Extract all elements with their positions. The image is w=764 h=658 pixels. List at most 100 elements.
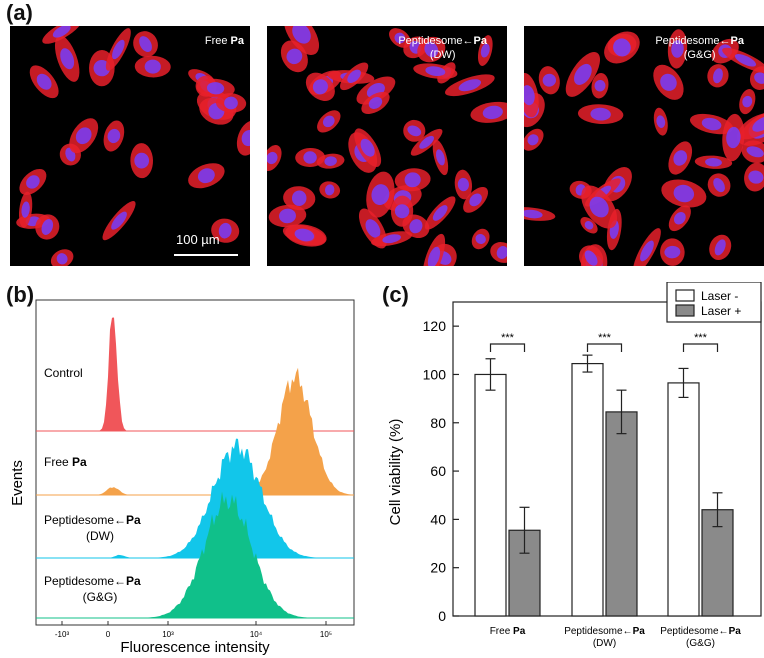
cell bbox=[707, 173, 731, 197]
cell bbox=[653, 107, 668, 136]
y-axis-label: Events bbox=[9, 460, 26, 506]
cell-nucleus bbox=[139, 36, 152, 53]
cell bbox=[236, 120, 250, 156]
cell bbox=[295, 147, 326, 167]
category-label: Peptidesome←Pa bbox=[564, 626, 645, 637]
cell bbox=[424, 196, 456, 230]
cell bbox=[445, 74, 495, 97]
cell-nucleus bbox=[322, 115, 335, 128]
cell-nucleus bbox=[714, 239, 726, 256]
cell bbox=[463, 186, 489, 213]
cell-nucleus bbox=[286, 48, 303, 65]
cell-nucleus bbox=[656, 115, 666, 128]
cell-nucleus bbox=[424, 41, 439, 58]
cell bbox=[50, 249, 74, 266]
cell-nucleus bbox=[419, 135, 434, 149]
category-label: Peptidesome←Pa bbox=[660, 626, 741, 637]
scale-bar-label: 100 µm bbox=[176, 232, 220, 247]
cell-nucleus bbox=[542, 73, 556, 87]
cell-nucleus bbox=[26, 175, 40, 189]
cell bbox=[133, 31, 158, 58]
cell-nucleus bbox=[267, 151, 278, 165]
cell-image bbox=[267, 26, 507, 266]
cell-nucleus bbox=[584, 221, 594, 230]
cell-nucleus bbox=[41, 219, 54, 235]
cell-nucleus bbox=[409, 219, 423, 234]
cell-nucleus bbox=[347, 69, 361, 84]
micrograph-label: Peptidesome←Pa (G&G) bbox=[655, 35, 744, 61]
y-tick-label: 100 bbox=[423, 366, 447, 382]
cell bbox=[354, 128, 382, 168]
cell-nucleus bbox=[435, 149, 445, 166]
cell bbox=[538, 66, 560, 95]
cell-nucleus bbox=[746, 146, 764, 158]
cell bbox=[565, 51, 601, 97]
cell bbox=[130, 143, 154, 179]
cell-nucleus bbox=[394, 32, 406, 44]
category-sublabel: (G&G) bbox=[686, 638, 715, 649]
cell bbox=[744, 162, 764, 192]
cell-nucleus bbox=[574, 63, 592, 85]
cell bbox=[661, 179, 707, 208]
cell bbox=[524, 72, 539, 118]
bar-laser-plus bbox=[701, 509, 734, 617]
cell-nucleus bbox=[75, 127, 92, 145]
cell bbox=[268, 204, 307, 228]
cell bbox=[579, 245, 604, 266]
cell-nucleus bbox=[527, 134, 539, 146]
cell-image bbox=[16, 26, 250, 266]
bar-laser-plus bbox=[605, 411, 638, 617]
cell bbox=[134, 55, 171, 78]
cell bbox=[394, 168, 431, 192]
cell-nucleus bbox=[482, 105, 503, 120]
cell bbox=[280, 40, 308, 73]
cell bbox=[477, 35, 493, 66]
cell-nucleus bbox=[427, 246, 441, 266]
y-tick-label: 0 bbox=[438, 608, 446, 624]
legend-swatch-laser-minus bbox=[675, 289, 695, 302]
cell-nucleus bbox=[241, 129, 250, 147]
legend: Laser - Laser + bbox=[666, 282, 762, 323]
cell bbox=[196, 78, 235, 98]
histogram-2 bbox=[36, 438, 354, 558]
x-tick-label: 0 bbox=[106, 630, 111, 639]
cell-nucleus bbox=[60, 48, 75, 70]
cell-nucleus bbox=[457, 177, 469, 192]
cell bbox=[105, 28, 131, 71]
cell bbox=[340, 62, 369, 91]
y-tick-label: 40 bbox=[430, 511, 446, 527]
cell bbox=[739, 89, 756, 115]
category-sublabel: (DW) bbox=[593, 638, 616, 649]
micrograph-peptidesome-dw: Peptidesome←Pa (DW) bbox=[267, 26, 507, 266]
cell bbox=[403, 119, 426, 142]
cell bbox=[577, 104, 624, 125]
cell-nucleus bbox=[673, 150, 688, 166]
cell-nucleus bbox=[112, 39, 125, 60]
x-tick-label: 10⁵ bbox=[320, 630, 332, 639]
cell bbox=[317, 110, 341, 133]
cell-nucleus bbox=[111, 211, 127, 230]
significance-marker: *** bbox=[694, 332, 708, 344]
cell-nucleus bbox=[475, 234, 486, 244]
cell bbox=[524, 128, 544, 151]
category-labels: Free Pa Peptidesome←Pa(DW)Peptidesome←Pa(… bbox=[490, 626, 742, 649]
cell-nucleus bbox=[425, 66, 446, 77]
cell bbox=[709, 234, 732, 261]
micrograph-free-pa: Free Pa 100 µm bbox=[10, 26, 250, 266]
plot-frame bbox=[35, 299, 355, 626]
sample-label-sub: (G&G) bbox=[83, 590, 118, 604]
cell bbox=[19, 191, 33, 228]
cell bbox=[371, 231, 413, 247]
cell-nucleus bbox=[360, 138, 375, 157]
cell bbox=[689, 113, 734, 135]
cell-nucleus bbox=[21, 201, 30, 218]
significance-marker: *** bbox=[598, 332, 612, 344]
scale-bar bbox=[174, 254, 238, 256]
cell bbox=[103, 120, 125, 152]
cell bbox=[591, 73, 609, 99]
cell bbox=[471, 228, 490, 250]
cell-nucleus bbox=[312, 79, 328, 95]
bar-laser-minus bbox=[571, 362, 604, 617]
cell-nucleus bbox=[673, 212, 686, 225]
panel-c-letter: (c) bbox=[382, 282, 409, 307]
